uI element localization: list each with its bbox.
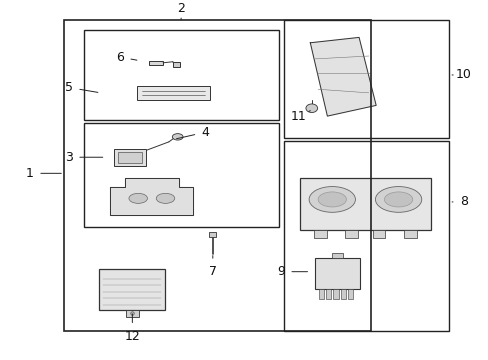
Bar (64, 19, 370, 331)
Bar (149, 61, 163, 65)
Polygon shape (310, 37, 375, 116)
Text: 7: 7 (208, 256, 216, 278)
Bar (347, 289, 352, 298)
Text: 8: 8 (451, 195, 467, 208)
Ellipse shape (308, 186, 355, 212)
Text: 1: 1 (26, 167, 61, 180)
Bar (83, 123, 278, 227)
Bar (209, 232, 216, 237)
Text: 5: 5 (65, 81, 98, 94)
Bar (283, 19, 448, 138)
Ellipse shape (318, 192, 346, 207)
Text: 4: 4 (176, 126, 209, 139)
Ellipse shape (172, 134, 183, 140)
Bar (118, 152, 142, 163)
Bar (372, 230, 385, 238)
Bar (314, 258, 359, 289)
Bar (332, 289, 338, 298)
Text: 6: 6 (116, 51, 137, 64)
Bar (114, 149, 145, 166)
Polygon shape (110, 178, 193, 215)
Text: 12: 12 (124, 314, 140, 343)
Ellipse shape (129, 193, 147, 203)
Bar (314, 230, 326, 238)
Bar (345, 230, 357, 238)
Bar (325, 289, 330, 298)
Bar (137, 86, 210, 100)
Bar (125, 310, 139, 316)
Bar (172, 62, 179, 67)
Bar (403, 230, 416, 238)
Bar (318, 289, 324, 298)
Text: 3: 3 (65, 151, 102, 164)
Bar (331, 253, 342, 258)
Circle shape (305, 104, 317, 113)
Bar (283, 141, 448, 331)
Text: 10: 10 (451, 68, 471, 81)
Bar (99, 269, 165, 310)
Bar (340, 289, 345, 298)
Bar (83, 30, 278, 120)
Bar (299, 178, 430, 230)
Ellipse shape (156, 193, 174, 203)
Text: 11: 11 (290, 109, 310, 123)
Ellipse shape (375, 186, 421, 212)
Text: 9: 9 (277, 265, 307, 278)
Ellipse shape (384, 192, 412, 207)
Text: 2: 2 (177, 2, 184, 19)
